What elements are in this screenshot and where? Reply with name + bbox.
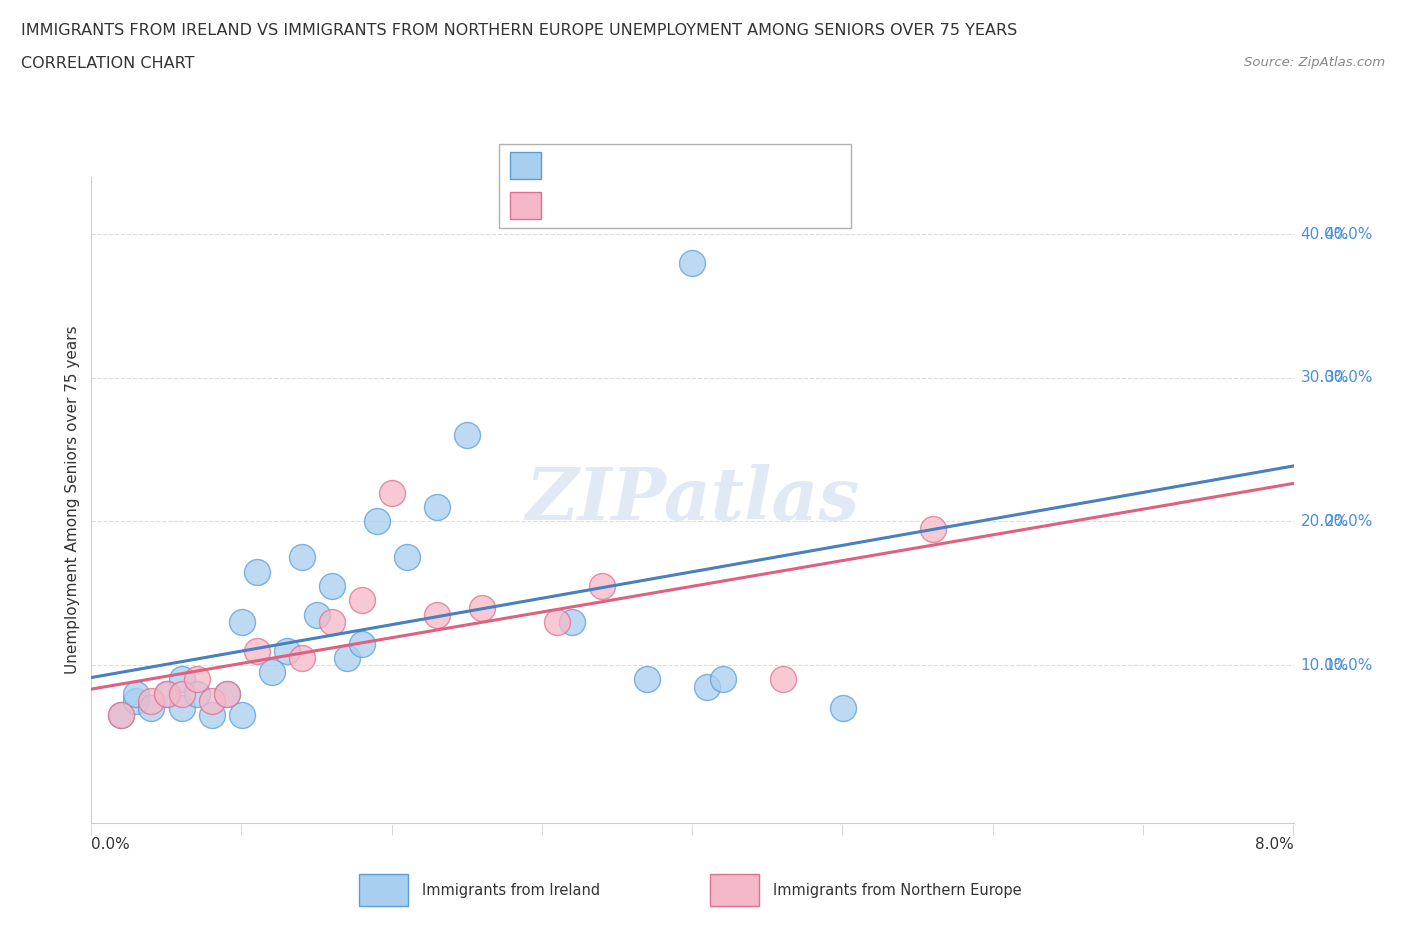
Text: 8.0%: 8.0% [1254, 837, 1294, 852]
Point [456, 428, 478, 443]
Point [215, 686, 238, 701]
Text: CORRELATION CHART: CORRELATION CHART [21, 56, 194, 71]
Point [260, 665, 283, 680]
Point [170, 686, 193, 701]
Point [681, 256, 703, 271]
Text: ZIPatlas: ZIPatlas [526, 464, 859, 536]
Point [426, 499, 449, 514]
Point [291, 650, 314, 665]
Point [201, 708, 224, 723]
Text: 40.0%: 40.0% [1301, 227, 1348, 242]
Point [125, 694, 148, 709]
Point [350, 636, 373, 651]
Text: N = 30: N = 30 [703, 158, 761, 173]
Point [276, 644, 298, 658]
Point [636, 672, 658, 687]
Point [231, 615, 253, 630]
Point [546, 615, 568, 630]
Bar [510, 192, 541, 219]
Text: |: | [1142, 825, 1144, 835]
Text: |: | [841, 825, 845, 835]
Point [561, 615, 583, 630]
Point [170, 672, 193, 687]
Point [141, 700, 163, 715]
Text: Immigrants from Ireland: Immigrants from Ireland [422, 883, 600, 897]
Point [336, 650, 359, 665]
Text: R = 0.205: R = 0.205 [550, 158, 627, 173]
Text: 20.0%: 20.0% [1301, 514, 1348, 529]
Point [110, 708, 132, 723]
Point [170, 700, 193, 715]
Point [186, 672, 208, 687]
Bar [510, 152, 541, 179]
Text: 30.0%: 30.0% [1324, 370, 1374, 385]
Point [215, 686, 238, 701]
Point [426, 607, 449, 622]
Text: |: | [690, 825, 695, 835]
Point [321, 578, 343, 593]
Point [155, 686, 177, 701]
Point [366, 514, 388, 529]
Text: IMMIGRANTS FROM IRELAND VS IMMIGRANTS FROM NORTHERN EUROPE UNEMPLOYMENT AMONG SE: IMMIGRANTS FROM IRELAND VS IMMIGRANTS FR… [21, 23, 1018, 38]
Text: |: | [90, 825, 93, 835]
Point [110, 708, 132, 723]
Text: 10.0%: 10.0% [1301, 658, 1348, 672]
Text: Source: ZipAtlas.com: Source: ZipAtlas.com [1244, 56, 1385, 69]
Text: R = 0.509: R = 0.509 [550, 197, 627, 212]
Point [395, 550, 418, 565]
Point [201, 694, 224, 709]
Text: 10.0%: 10.0% [1324, 658, 1374, 672]
Point [246, 565, 269, 579]
Point [291, 550, 314, 565]
Text: |: | [991, 825, 994, 835]
Bar [710, 874, 759, 906]
Point [155, 686, 177, 701]
Bar [359, 874, 408, 906]
Text: 0.0%: 0.0% [91, 837, 131, 852]
Point [350, 593, 373, 608]
Y-axis label: Unemployment Among Seniors over 75 years: Unemployment Among Seniors over 75 years [65, 326, 80, 674]
Point [186, 686, 208, 701]
FancyBboxPatch shape [499, 144, 851, 228]
Point [305, 607, 328, 622]
Point [246, 644, 269, 658]
Point [471, 600, 494, 615]
Point [772, 672, 794, 687]
Point [591, 578, 613, 593]
Point [922, 521, 945, 536]
Point [711, 672, 734, 687]
Point [321, 615, 343, 630]
Point [381, 485, 404, 500]
Text: 40.0%: 40.0% [1324, 227, 1374, 242]
Text: Immigrants from Northern Europe: Immigrants from Northern Europe [773, 883, 1022, 897]
Point [231, 708, 253, 723]
Point [125, 686, 148, 701]
Text: |: | [1292, 825, 1295, 835]
Text: |: | [391, 825, 394, 835]
Text: N = 18: N = 18 [703, 197, 761, 212]
Point [831, 700, 853, 715]
Text: 30.0%: 30.0% [1301, 370, 1348, 385]
Text: |: | [540, 825, 544, 835]
Point [696, 679, 718, 694]
Text: |: | [240, 825, 243, 835]
Text: 20.0%: 20.0% [1324, 514, 1374, 529]
Point [141, 694, 163, 709]
